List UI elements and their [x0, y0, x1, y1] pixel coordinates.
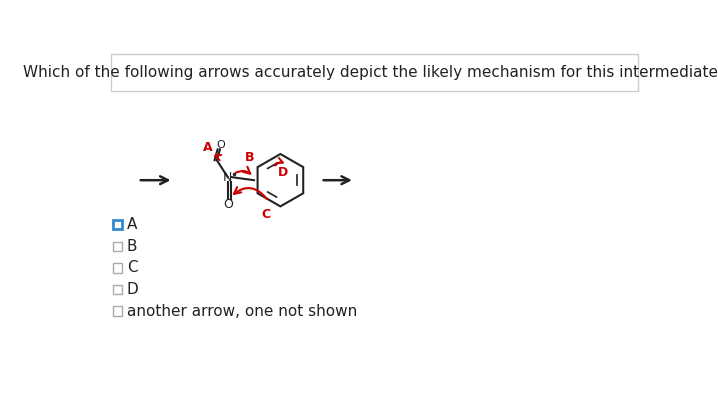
Bar	[111, 54, 638, 91]
Text: O: O	[223, 198, 233, 211]
Text: A: A	[127, 217, 137, 232]
Text: Which of the following arrows accurately depict the likely mechanism for this in: Which of the following arrows accurately…	[24, 65, 718, 80]
Text: C: C	[261, 208, 270, 221]
Text: O: O	[216, 140, 225, 150]
Bar	[113, 220, 122, 230]
Bar	[113, 242, 122, 251]
Text: D: D	[127, 282, 139, 297]
Text: another arrow, one not shown: another arrow, one not shown	[127, 304, 357, 319]
Text: B: B	[245, 150, 254, 164]
Text: N: N	[223, 171, 233, 183]
Bar	[113, 285, 122, 294]
Bar	[113, 263, 122, 273]
Text: D: D	[278, 166, 288, 179]
Text: B: B	[127, 239, 137, 254]
Text: C: C	[127, 260, 138, 275]
Bar	[113, 306, 122, 316]
Text: A: A	[202, 141, 213, 154]
